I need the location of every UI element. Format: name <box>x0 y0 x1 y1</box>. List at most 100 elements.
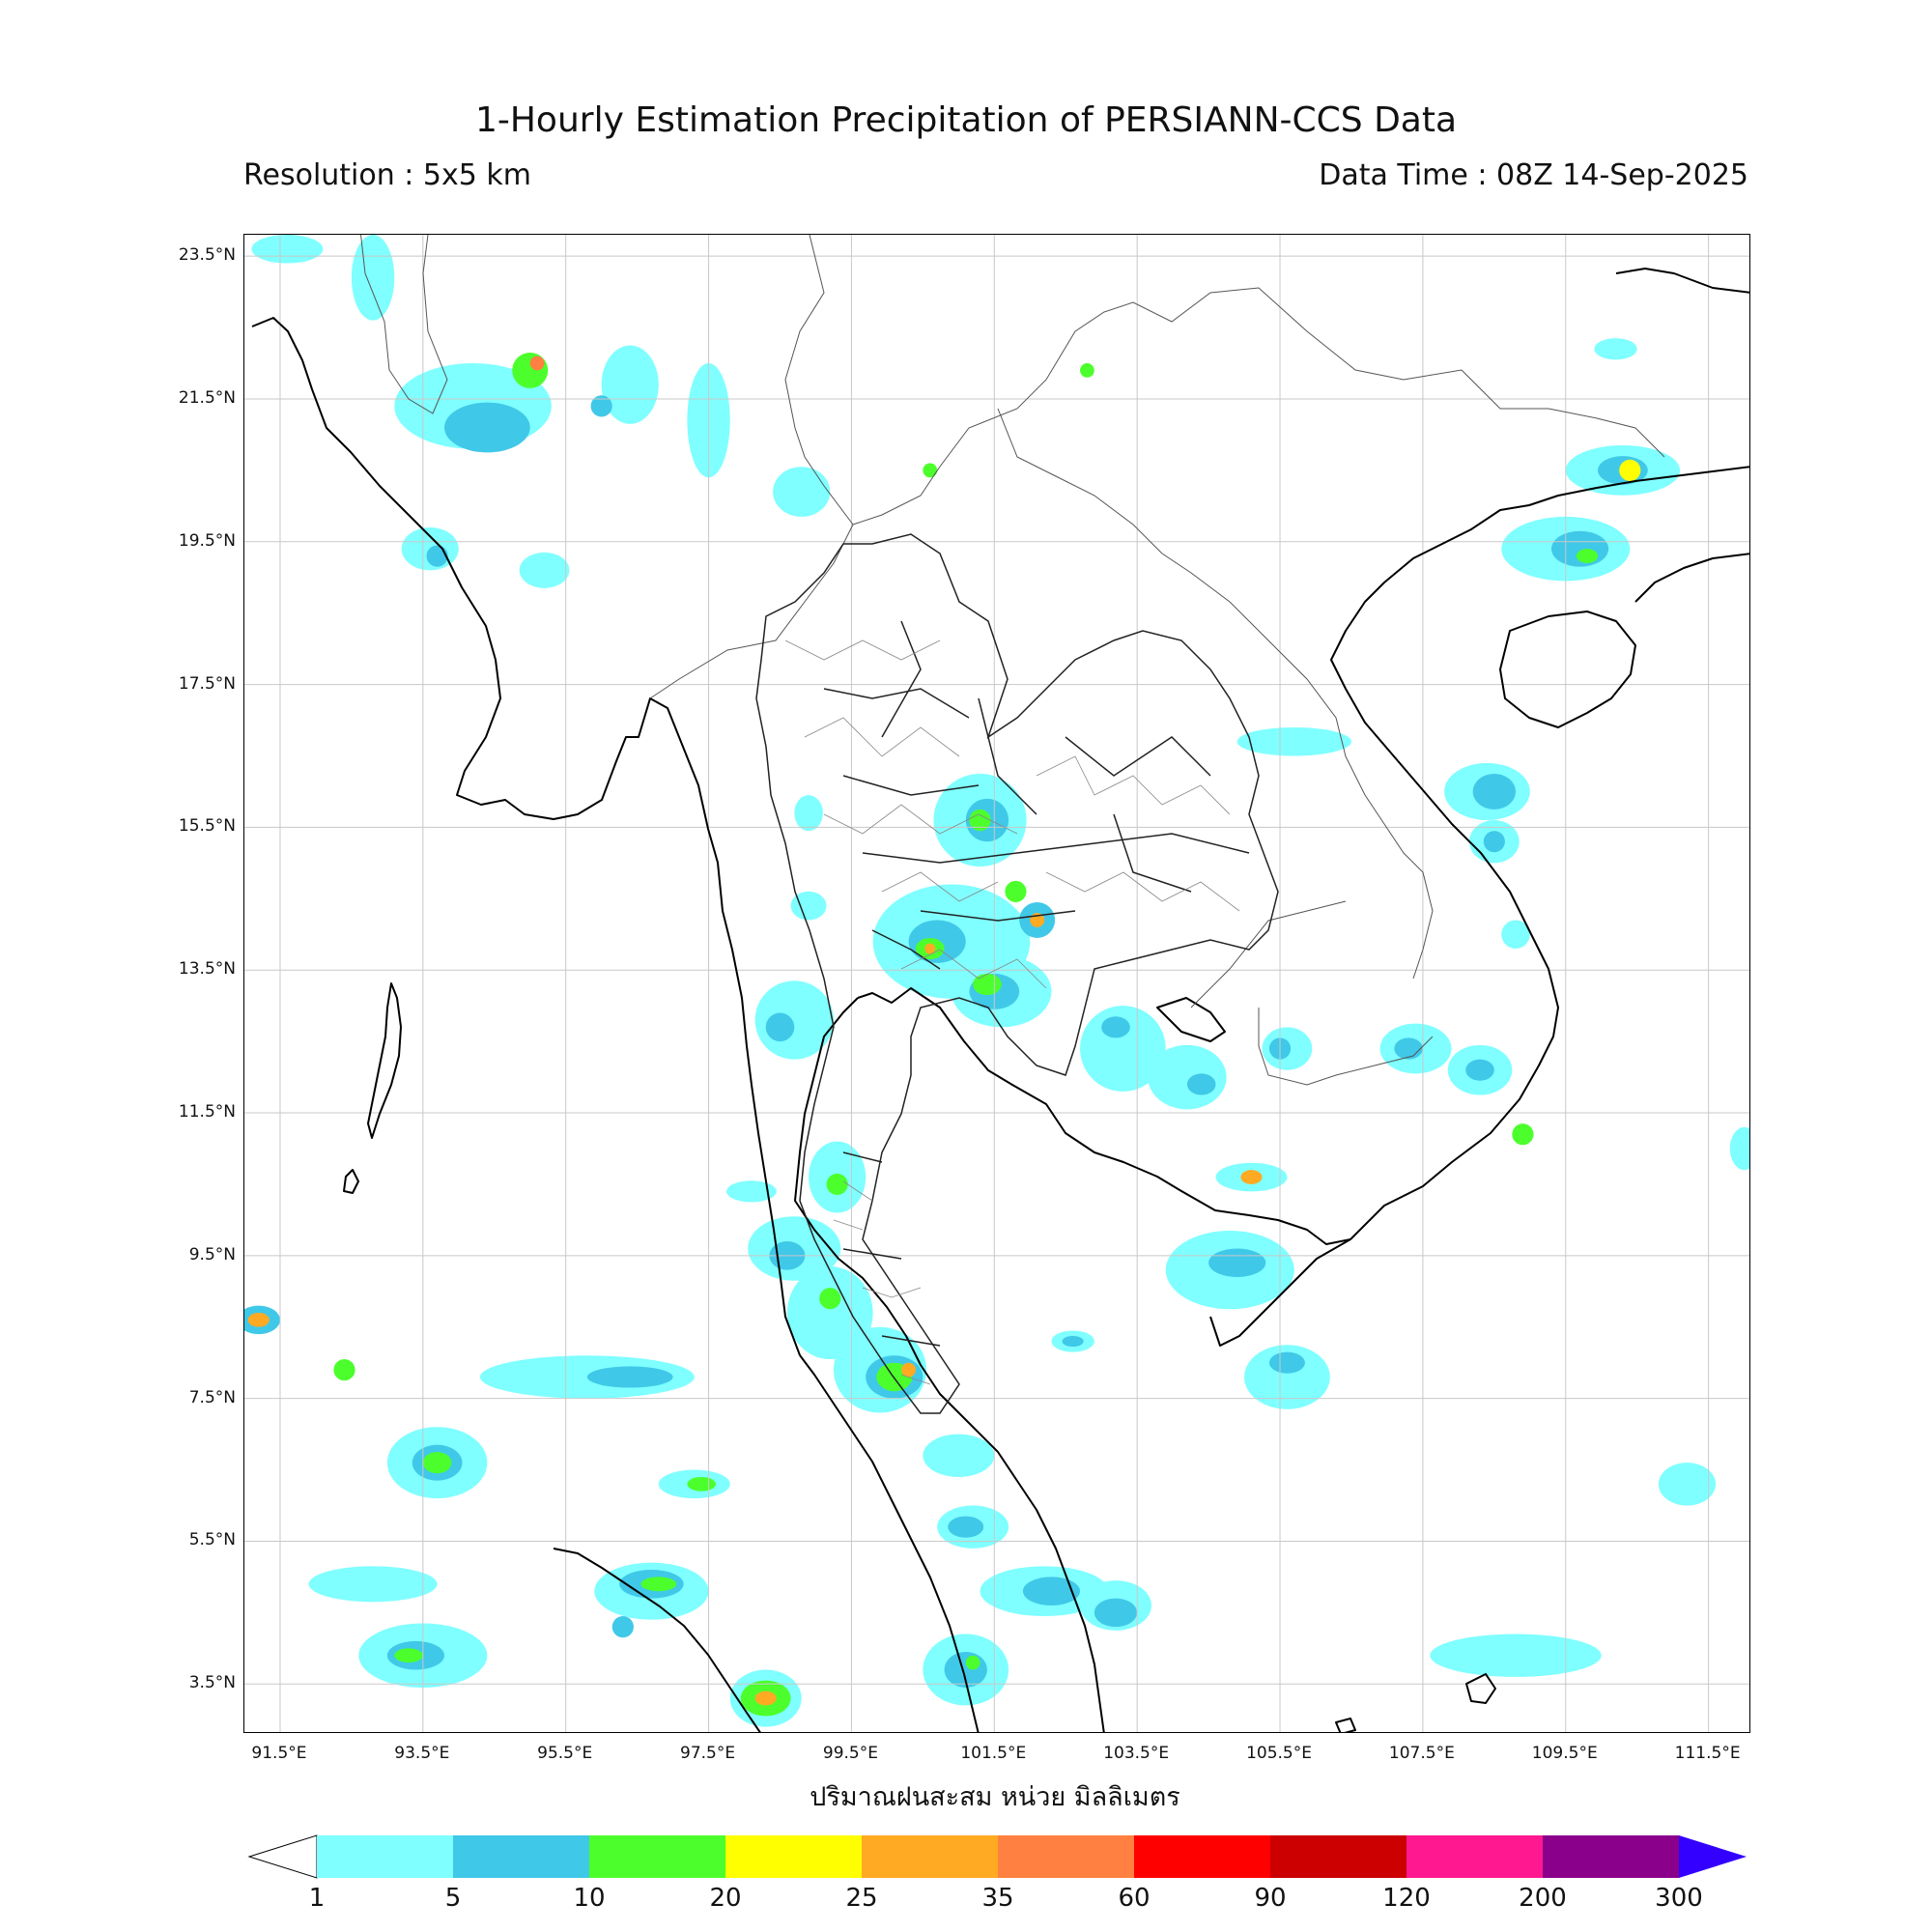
colorbar-segment <box>1543 1835 1679 1878</box>
precip-area <box>1619 459 1641 481</box>
map-panel[interactable] <box>243 234 1750 1733</box>
precip-area <box>1512 1123 1534 1146</box>
precip-area <box>1062 1335 1084 1348</box>
precip-area <box>422 1452 452 1474</box>
precip-area <box>973 973 1002 996</box>
lon-tick-label: 103.5°E <box>1103 1744 1170 1763</box>
lon-tick-label: 93.5°E <box>394 1744 450 1763</box>
lon-tick-label: 111.5°E <box>1674 1744 1741 1763</box>
lat-tick-label: 7.5°N <box>188 1387 236 1407</box>
colorbar-tick-label: 35 <box>981 1884 1014 1913</box>
precip-area <box>948 1516 984 1538</box>
precip-area <box>1394 1037 1423 1060</box>
precip-area <box>765 1012 795 1042</box>
colorbar-unit-label: ปริมาณฝนสะสม หน่วย มิลลิเมตร <box>810 1782 1180 1812</box>
lat-tick-label: 3.5°N <box>188 1673 236 1693</box>
precip-area <box>586 1366 673 1388</box>
precip-area <box>426 545 448 567</box>
colorbar-extend-low <box>247 1834 318 1879</box>
small-island-bay <box>1335 1718 1356 1732</box>
precip-area <box>308 1566 438 1603</box>
lat-tick-label: 15.5°N <box>178 816 236 837</box>
precip-area <box>1244 1345 1330 1409</box>
precip-area <box>923 1434 995 1477</box>
colorbar-segment <box>317 1835 453 1878</box>
precip-area <box>512 352 549 388</box>
precip-area <box>333 1359 355 1381</box>
precip-area <box>1594 338 1637 360</box>
precip-area <box>923 463 938 478</box>
lat-tick-label: 13.5°N <box>178 959 236 980</box>
natuna-island <box>1465 1673 1496 1704</box>
lat-tick-label: 17.5°N <box>178 673 236 694</box>
precip-area <box>1080 363 1094 378</box>
precip-area <box>726 1180 777 1203</box>
precip-area <box>1268 1351 1305 1374</box>
precipitation-layer <box>244 235 1749 1727</box>
coastline-china-north <box>1615 268 1749 294</box>
precip-area <box>1022 1577 1081 1605</box>
lat-tick-label: 23.5°N <box>178 245 236 266</box>
lon-tick-label: 109.5°E <box>1531 1744 1598 1763</box>
precip-area <box>1472 773 1517 810</box>
country-borders <box>360 235 1665 1086</box>
colorbar-tick-label: 25 <box>845 1884 878 1913</box>
colorbar-tick-label: 5 <box>444 1884 462 1913</box>
colorbar-segment <box>453 1835 589 1878</box>
precip-area <box>519 552 570 588</box>
coastline-vietnam <box>1209 466 1749 1347</box>
precip-area <box>1240 1170 1263 1184</box>
precip-area <box>1483 831 1505 853</box>
lat-tick-label: 21.5°N <box>178 387 236 408</box>
precip-area <box>794 795 823 832</box>
nicobar-island <box>343 1169 359 1194</box>
precip-area <box>351 235 395 321</box>
precip-area <box>444 402 530 453</box>
coastline-gulf-of-thailand <box>794 997 1105 1732</box>
precip-area <box>247 1312 270 1327</box>
lon-tick-label: 99.5°E <box>822 1744 878 1763</box>
precip-area <box>601 345 659 424</box>
coastline-china <box>1634 553 1749 603</box>
precip-area <box>394 1648 423 1663</box>
precip-area <box>1430 1634 1602 1677</box>
precip-area <box>1658 1463 1717 1506</box>
lon-tick-label: 91.5°E <box>251 1744 307 1763</box>
precip-area <box>754 1690 777 1706</box>
precip-area <box>819 1288 841 1310</box>
colorbar-tick-label: 60 <box>1118 1884 1151 1913</box>
precip-area <box>1094 1598 1138 1628</box>
colorbar <box>247 1834 1747 1879</box>
precip-area <box>1550 530 1609 567</box>
colorbar-segment <box>1134 1835 1270 1878</box>
coastline-myanmar <box>251 317 801 1356</box>
lon-tick-label: 101.5°E <box>960 1744 1027 1763</box>
precip-area <box>611 1616 634 1638</box>
precip-area <box>1465 1059 1494 1081</box>
precip-area <box>1101 1016 1130 1038</box>
lat-tick-label: 11.5°N <box>178 1102 236 1122</box>
lon-tick-label: 107.5°E <box>1388 1744 1455 1763</box>
thailand-provinces <box>755 533 1279 1414</box>
precip-area <box>790 891 827 921</box>
colorbar-tick-label: 20 <box>709 1884 742 1913</box>
precip-area <box>826 1173 848 1196</box>
chart-title: 1-Hourly Estimation Precipitation of PER… <box>474 100 1458 140</box>
precip-area <box>1186 1073 1216 1095</box>
colorbar-tick-label: 1 <box>308 1884 326 1913</box>
precip-area <box>1729 1126 1749 1171</box>
precip-area <box>1576 549 1599 563</box>
colorbar-tick-label: 200 <box>1519 1884 1567 1913</box>
precip-area <box>924 943 936 954</box>
data-time-label: Data Time : 08Z 14-Sep-2025 <box>1319 158 1748 192</box>
colorbar-tick-label: 90 <box>1254 1884 1287 1913</box>
graticule <box>244 235 1749 1732</box>
precip-area <box>529 355 545 371</box>
map-canvas <box>244 235 1749 1732</box>
precip-area <box>969 809 991 832</box>
colorbar-tick-label: 120 <box>1382 1884 1431 1913</box>
precip-area <box>590 395 612 417</box>
thailand-districts <box>784 639 1240 1385</box>
precip-area <box>901 1362 916 1378</box>
colorbar-segment <box>589 1835 725 1878</box>
